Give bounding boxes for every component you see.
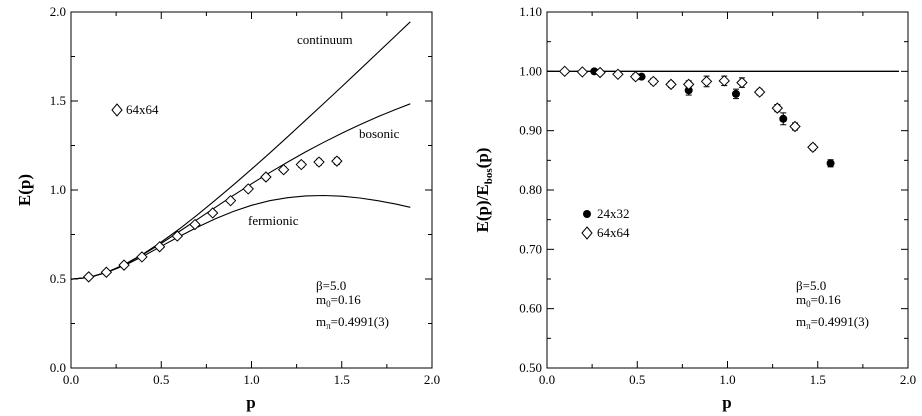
point-64x64 xyxy=(718,75,730,87)
point-64x64 xyxy=(665,78,677,91)
x-tick-label: 0.5 xyxy=(153,372,169,387)
y-tick-label: 1.0 xyxy=(50,182,66,197)
y-tick-label: 0.50 xyxy=(519,360,542,375)
param-mpi: mπ=0.4991(3) xyxy=(316,314,389,331)
y-tick-label: 1.10 xyxy=(519,4,542,19)
left-curves xyxy=(70,21,411,280)
param-beta-right: β=5.0 xyxy=(796,278,826,293)
y-tick-label: 0.60 xyxy=(519,301,542,316)
point-64x64 xyxy=(331,155,343,167)
point-64x64 xyxy=(260,171,272,183)
left-y-axis-label: E(p) xyxy=(15,174,34,206)
point-64x64 xyxy=(82,271,95,283)
right-panel: 0.0 0.5 1.0 1.5 2.0 0.50 0.60 0.70 0.80 0.90 1.00 1… xyxy=(473,4,916,412)
point-64x64 xyxy=(594,66,606,79)
point-64x64 xyxy=(136,251,148,263)
point-64x64 xyxy=(682,78,695,91)
point-64x64 xyxy=(295,158,308,171)
point-64x64 xyxy=(807,141,819,153)
y-tick-label: 1.00 xyxy=(519,63,542,78)
x-tick-label: 1.5 xyxy=(810,372,826,387)
point-24x32 xyxy=(826,159,835,168)
point-64x64 xyxy=(647,75,660,88)
x-tick-label: 0.0 xyxy=(539,372,555,387)
left-params: β=5.0 m0=0.16 mπ=0.4991(3) xyxy=(316,278,389,331)
y-tick-label: 2.0 xyxy=(50,4,66,19)
x-tick-label: 2.0 xyxy=(424,372,440,387)
param-beta: β=5.0 xyxy=(316,278,346,293)
curve-bosonic xyxy=(70,103,411,280)
right-params: β=5.0 m0=0.16 mπ=0.4991(3) xyxy=(796,278,869,331)
param-m0-right: m0=0.16 xyxy=(796,292,841,309)
point-64x64 xyxy=(576,66,589,78)
left-x-axis-label: p xyxy=(246,393,255,412)
left-legend: 64x64 xyxy=(111,102,159,117)
curve-label-bosonic: bosonic xyxy=(359,126,400,141)
x-tick-label: 0.5 xyxy=(629,372,645,387)
legend-label-64x64-right: 64x64 xyxy=(597,225,630,240)
x-tick-label: 2.0 xyxy=(900,372,916,387)
point-64x64 xyxy=(100,266,113,278)
legend-marker-64x64-right xyxy=(581,226,593,240)
point-64x64 xyxy=(789,120,801,133)
y-tick-label: 0.90 xyxy=(519,123,542,138)
curve-label-fermionic: fermionic xyxy=(248,213,299,228)
y-tick-label: 1.5 xyxy=(50,93,66,108)
left-ticks: 0.0 0.5 1.0 1.5 2.0 0.0 0.5 1.0 1.5 2.0 xyxy=(50,4,440,387)
point-24x32 xyxy=(637,72,646,81)
point-64x64 xyxy=(171,230,184,242)
left-points xyxy=(82,155,343,283)
point-64x64 xyxy=(771,102,784,114)
point-64x64 xyxy=(118,259,130,271)
right-points xyxy=(558,65,835,168)
legend-marker-24x32 xyxy=(583,210,591,218)
point-64x64 xyxy=(753,86,766,98)
point-64x64 xyxy=(736,76,748,89)
param-mpi-right: mπ=0.4991(3) xyxy=(796,314,869,331)
point-64x64 xyxy=(558,65,571,78)
x-tick-label: 0.0 xyxy=(63,372,79,387)
curve-continuum xyxy=(70,21,411,280)
point-64x64 xyxy=(313,156,325,168)
legend-label-24x32: 24x32 xyxy=(597,206,630,221)
x-tick-label: 1.0 xyxy=(719,372,735,387)
legend-label-64x64: 64x64 xyxy=(126,102,159,117)
point-64x64 xyxy=(700,75,713,88)
x-tick-label: 1.5 xyxy=(334,372,350,387)
point-64x64 xyxy=(224,194,237,207)
y-tick-label: 0.0 xyxy=(50,360,66,375)
point-64x64 xyxy=(153,241,166,253)
x-tick-label: 1.0 xyxy=(243,372,259,387)
point-24x32 xyxy=(731,89,740,98)
right-legend: 24x32 64x64 xyxy=(581,206,630,240)
y-tick-label: 0.5 xyxy=(50,271,66,286)
legend-marker-64x64 xyxy=(111,103,123,117)
right-ticks: 0.0 0.5 1.0 1.5 2.0 0.50 0.60 0.70 0.80 0.90 1.00 1… xyxy=(519,4,916,387)
right-y-axis-label: E(p)/Ebos(p) xyxy=(473,148,495,233)
point-64x64 xyxy=(277,164,290,176)
right-x-axis-label: p xyxy=(722,393,731,412)
curve-label-continuum: continuum xyxy=(297,32,353,47)
left-panel: 0.0 0.5 1.0 1.5 2.0 0.0 0.5 1.0 1.5 2.0 p E(p) co… xyxy=(15,4,440,412)
param-m0: m0=0.16 xyxy=(316,292,361,309)
point-64x64 xyxy=(612,68,624,81)
point-64x64 xyxy=(629,70,642,83)
point-64x64 xyxy=(189,218,201,231)
y-tick-label: 0.80 xyxy=(519,182,542,197)
point-64x64 xyxy=(242,183,254,195)
point-24x32 xyxy=(779,114,788,123)
y-tick-label: 0.70 xyxy=(519,241,542,256)
point-64x64 xyxy=(206,207,219,219)
